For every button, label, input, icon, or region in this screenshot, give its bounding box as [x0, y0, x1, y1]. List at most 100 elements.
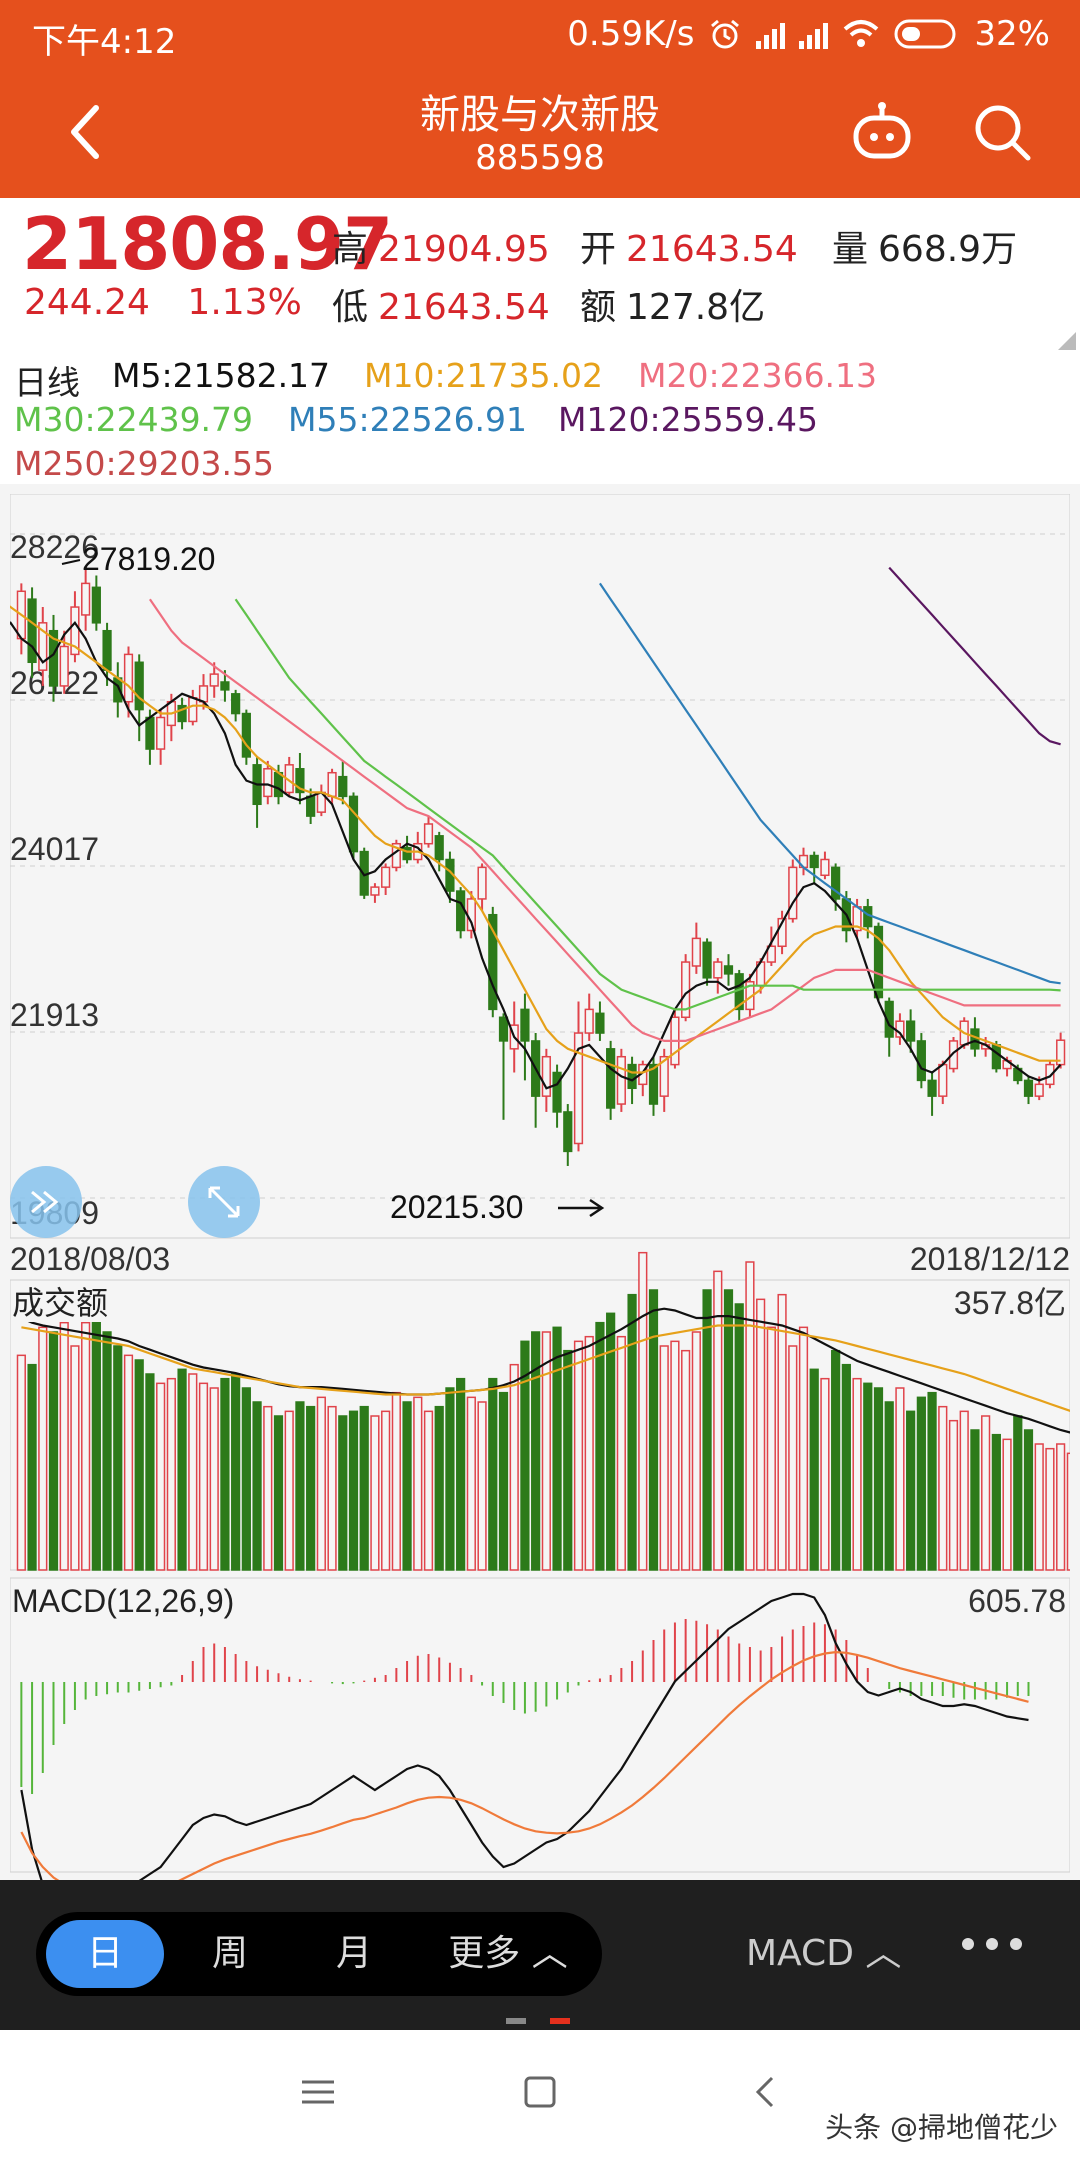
- volume-bar: [284, 1410, 294, 1571]
- candle-body: [434, 835, 444, 861]
- back-arrow-icon[interactable]: [52, 96, 124, 168]
- volume-bar: [263, 1405, 273, 1571]
- indicator-label: MACD: [746, 1933, 854, 1974]
- volume-bar: [573, 1340, 584, 1571]
- candle-body: [102, 629, 112, 671]
- volume-bar: [295, 1401, 305, 1571]
- candle-body: [263, 768, 273, 798]
- indicator-selector[interactable]: MACD ︿: [746, 1912, 901, 1996]
- volume-bar: [509, 1363, 519, 1571]
- home-icon[interactable]: [522, 2074, 558, 2110]
- app-header: 新股与次新股 885598: [0, 66, 1080, 198]
- volume-bar: [1056, 1443, 1066, 1571]
- volume-bar: [113, 1345, 123, 1571]
- stock-name: 新股与次新股: [420, 92, 660, 138]
- candle-body: [1045, 1063, 1055, 1086]
- menu-icon[interactable]: [300, 2074, 336, 2110]
- high-label: 高: [332, 229, 369, 270]
- volume-bar: [788, 1345, 798, 1571]
- alarm-icon: [711, 19, 740, 49]
- ma120-label: M120:25559.45: [558, 400, 819, 439]
- macd-dea-line: [20, 1650, 1029, 1880]
- watermark-text: 头条 @掃地僧花少: [825, 2111, 1058, 2144]
- status-icons: 0.59K/s 32%: [567, 14, 1050, 54]
- volume-bar: [745, 1261, 755, 1571]
- volume-title: 成交额: [12, 1284, 108, 1322]
- more-options-icon[interactable]: [962, 1938, 1022, 1950]
- amount-label: 额: [580, 287, 617, 328]
- volume-max-label: 357.8亿: [954, 1285, 1066, 1321]
- tab-month[interactable]: 月: [335, 1933, 372, 1974]
- volume-bar: [391, 1391, 401, 1571]
- robot-assistant-icon[interactable]: [846, 96, 918, 168]
- candle-body: [177, 704, 187, 723]
- volume-bar: [563, 1349, 573, 1571]
- candle-body: [713, 961, 723, 979]
- volume-bar: [531, 1331, 541, 1571]
- macd-title-bg: [11, 1580, 301, 1620]
- candle-body: [91, 586, 101, 624]
- candle-body: [295, 768, 305, 794]
- volume-bar: [381, 1410, 391, 1571]
- volume-bar: [520, 1340, 530, 1571]
- volume-bar: [445, 1387, 455, 1571]
- volume-bar: [123, 1354, 134, 1571]
- volume-bar: [198, 1382, 209, 1571]
- volume-bar: [220, 1377, 230, 1571]
- volume-title-bg: [11, 1282, 151, 1322]
- expand-corner-icon[interactable]: [1058, 332, 1076, 350]
- tab-week[interactable]: 周: [211, 1933, 248, 1974]
- candle-body: [220, 681, 230, 691]
- macd-title: MACD(12,26,9): [12, 1583, 234, 1619]
- volume-bar: [16, 1354, 26, 1571]
- volume-bar: [756, 1298, 766, 1571]
- candle-body: [456, 890, 466, 932]
- volume-bar: [659, 1345, 669, 1571]
- search-icon[interactable]: [966, 96, 1038, 168]
- volume-bar: [766, 1326, 776, 1571]
- volume-bar: [723, 1289, 734, 1571]
- m120-line: [888, 566, 1061, 746]
- volume-bar: [81, 1321, 91, 1571]
- tab-day[interactable]: 日: [46, 1920, 164, 1988]
- candle-body: [306, 795, 316, 817]
- candle-body: [820, 858, 830, 877]
- volume-bar: [145, 1373, 155, 1571]
- ma10-label: M10:21735.02: [364, 356, 604, 395]
- candle-body: [327, 771, 337, 798]
- candle-body: [348, 795, 359, 853]
- candle-body: [488, 913, 498, 1011]
- candle-body: [520, 1008, 530, 1042]
- max-price-label: 27819.20: [82, 541, 215, 577]
- candle-body: [616, 1055, 626, 1105]
- quote-panel: 21808.97 244.24 1.13% 高 21904.95 开 21643.5…: [0, 198, 1080, 354]
- volume-bar: [359, 1405, 369, 1571]
- volume-bar: [734, 1303, 744, 1571]
- ma55-label: M55:22526.91: [288, 400, 528, 439]
- back-icon[interactable]: [748, 2074, 784, 2110]
- signal-icon-2: [799, 19, 829, 49]
- volume-bar: [59, 1321, 69, 1571]
- volume-bar: [102, 1331, 112, 1571]
- chart-area[interactable]: 282262612224017219131980927819.2020215.3…: [10, 494, 1070, 1880]
- tab-more[interactable]: 更多 ︿: [428, 1912, 588, 1996]
- stock-code: 885598: [475, 138, 605, 178]
- volume-bar: [434, 1405, 444, 1571]
- status-time: 下午4:12: [32, 22, 177, 62]
- volume-bar: [820, 1377, 830, 1571]
- volume-bar: [306, 1405, 316, 1571]
- candle-body: [273, 771, 284, 798]
- kline-chart-svg[interactable]: 282262612224017219131980927819.2020215.3…: [10, 494, 1070, 1880]
- amount-value: 127.8亿: [626, 287, 766, 328]
- candle-body: [766, 945, 776, 963]
- volume-bar: [456, 1377, 466, 1571]
- volume-bar: [70, 1345, 80, 1571]
- net-speed: 0.59K/s: [567, 14, 695, 54]
- volume-value: 668.9万: [878, 229, 1018, 270]
- candle-body: [906, 1020, 916, 1042]
- volume-bar: [413, 1396, 423, 1571]
- period-selector: 日 周 月 更多 ︿: [36, 1912, 602, 1996]
- ma-legend: 日线 M5:21582.17 M10:21735.02 M20:22366.13…: [0, 354, 1080, 484]
- volume-bar: [166, 1377, 176, 1571]
- volume-bar: [616, 1335, 626, 1571]
